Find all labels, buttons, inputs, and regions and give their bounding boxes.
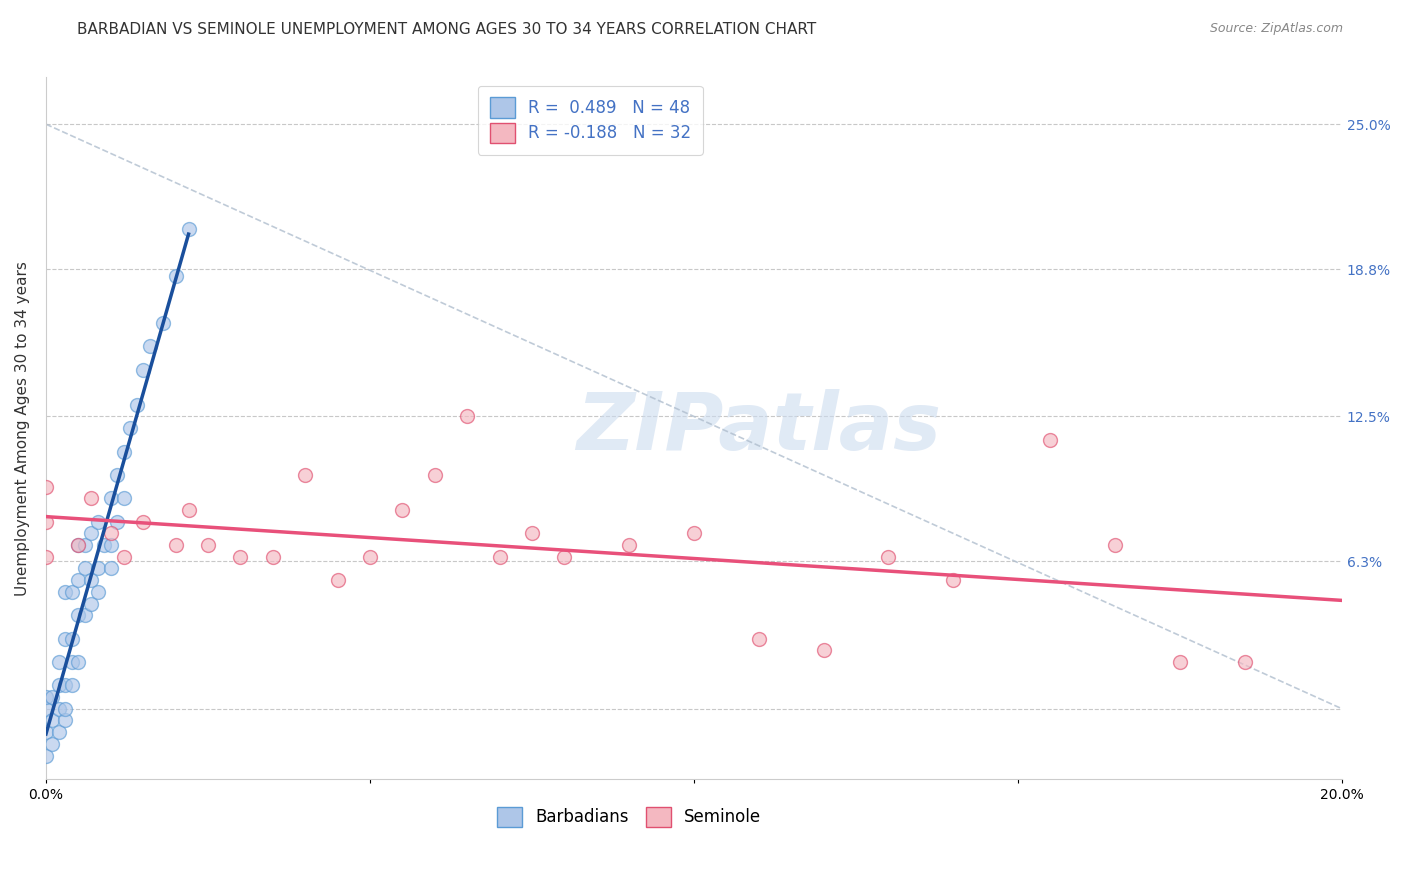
Point bbox=[152, 316, 174, 330]
Point bbox=[87, 561, 110, 575]
Point bbox=[112, 491, 135, 506]
Point bbox=[1104, 538, 1126, 552]
Point bbox=[165, 538, 187, 552]
Point bbox=[35, 690, 58, 704]
Point bbox=[35, 748, 58, 763]
Point bbox=[683, 526, 706, 541]
Point bbox=[55, 632, 77, 646]
Point bbox=[229, 549, 252, 564]
Point bbox=[41, 714, 63, 728]
Point bbox=[165, 269, 187, 284]
Point bbox=[177, 222, 200, 236]
Point bbox=[942, 573, 965, 587]
Point bbox=[87, 585, 110, 599]
Point bbox=[60, 655, 83, 669]
Point bbox=[73, 608, 96, 623]
Text: BARBADIAN VS SEMINOLE UNEMPLOYMENT AMONG AGES 30 TO 34 YEARS CORRELATION CHART: BARBADIAN VS SEMINOLE UNEMPLOYMENT AMONG… bbox=[77, 22, 817, 37]
Point bbox=[35, 480, 58, 494]
Point bbox=[748, 632, 770, 646]
Point bbox=[60, 678, 83, 692]
Point bbox=[294, 467, 316, 482]
Text: ZIPatlas: ZIPatlas bbox=[576, 389, 941, 467]
Point bbox=[120, 421, 142, 435]
Point bbox=[35, 515, 58, 529]
Point bbox=[55, 585, 77, 599]
Point bbox=[125, 398, 148, 412]
Point bbox=[177, 503, 200, 517]
Point bbox=[326, 573, 349, 587]
Point bbox=[35, 725, 58, 739]
Point bbox=[1233, 655, 1256, 669]
Point bbox=[100, 491, 122, 506]
Point bbox=[48, 655, 70, 669]
Point bbox=[105, 467, 128, 482]
Point bbox=[41, 690, 63, 704]
Point bbox=[73, 561, 96, 575]
Point bbox=[48, 702, 70, 716]
Point bbox=[100, 526, 122, 541]
Point bbox=[456, 409, 478, 424]
Point bbox=[87, 515, 110, 529]
Point bbox=[1039, 433, 1062, 447]
Point bbox=[132, 362, 155, 376]
Point bbox=[138, 339, 160, 353]
Point bbox=[80, 491, 103, 506]
Point bbox=[423, 467, 446, 482]
Point bbox=[80, 526, 103, 541]
Point bbox=[55, 702, 77, 716]
Point bbox=[100, 538, 122, 552]
Point bbox=[80, 573, 103, 587]
Point bbox=[48, 678, 70, 692]
Point bbox=[93, 538, 115, 552]
Y-axis label: Unemployment Among Ages 30 to 34 years: Unemployment Among Ages 30 to 34 years bbox=[15, 260, 30, 596]
Point bbox=[100, 561, 122, 575]
Point bbox=[55, 714, 77, 728]
Point bbox=[80, 597, 103, 611]
Point bbox=[391, 503, 413, 517]
Point bbox=[1168, 655, 1191, 669]
Point bbox=[60, 585, 83, 599]
Point bbox=[41, 737, 63, 751]
Point bbox=[73, 538, 96, 552]
Point bbox=[112, 444, 135, 458]
Point bbox=[67, 538, 90, 552]
Point bbox=[553, 549, 575, 564]
Point bbox=[520, 526, 543, 541]
Point bbox=[197, 538, 219, 552]
Point bbox=[48, 725, 70, 739]
Point bbox=[67, 538, 90, 552]
Text: Source: ZipAtlas.com: Source: ZipAtlas.com bbox=[1209, 22, 1343, 36]
Point bbox=[619, 538, 641, 552]
Point bbox=[35, 702, 58, 716]
Point bbox=[877, 549, 900, 564]
Point bbox=[35, 549, 58, 564]
Point bbox=[132, 515, 155, 529]
Point bbox=[67, 573, 90, 587]
Legend: Barbadians, Seminole: Barbadians, Seminole bbox=[491, 800, 768, 834]
Point bbox=[112, 549, 135, 564]
Point bbox=[55, 678, 77, 692]
Point bbox=[359, 549, 381, 564]
Point bbox=[67, 608, 90, 623]
Point bbox=[262, 549, 284, 564]
Point bbox=[488, 549, 510, 564]
Point bbox=[60, 632, 83, 646]
Point bbox=[105, 515, 128, 529]
Point bbox=[67, 655, 90, 669]
Point bbox=[813, 643, 835, 657]
